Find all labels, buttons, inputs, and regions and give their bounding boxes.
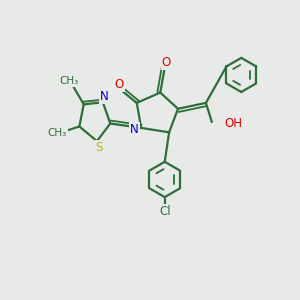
Text: S: S xyxy=(95,141,102,154)
Text: O: O xyxy=(115,78,124,91)
Text: O: O xyxy=(162,56,171,69)
Text: N: N xyxy=(130,123,139,136)
Text: CH₃: CH₃ xyxy=(59,76,79,86)
Text: Cl: Cl xyxy=(159,205,170,218)
Text: CH₃: CH₃ xyxy=(48,128,67,138)
Text: OH: OH xyxy=(224,117,242,130)
Text: N: N xyxy=(100,91,109,103)
